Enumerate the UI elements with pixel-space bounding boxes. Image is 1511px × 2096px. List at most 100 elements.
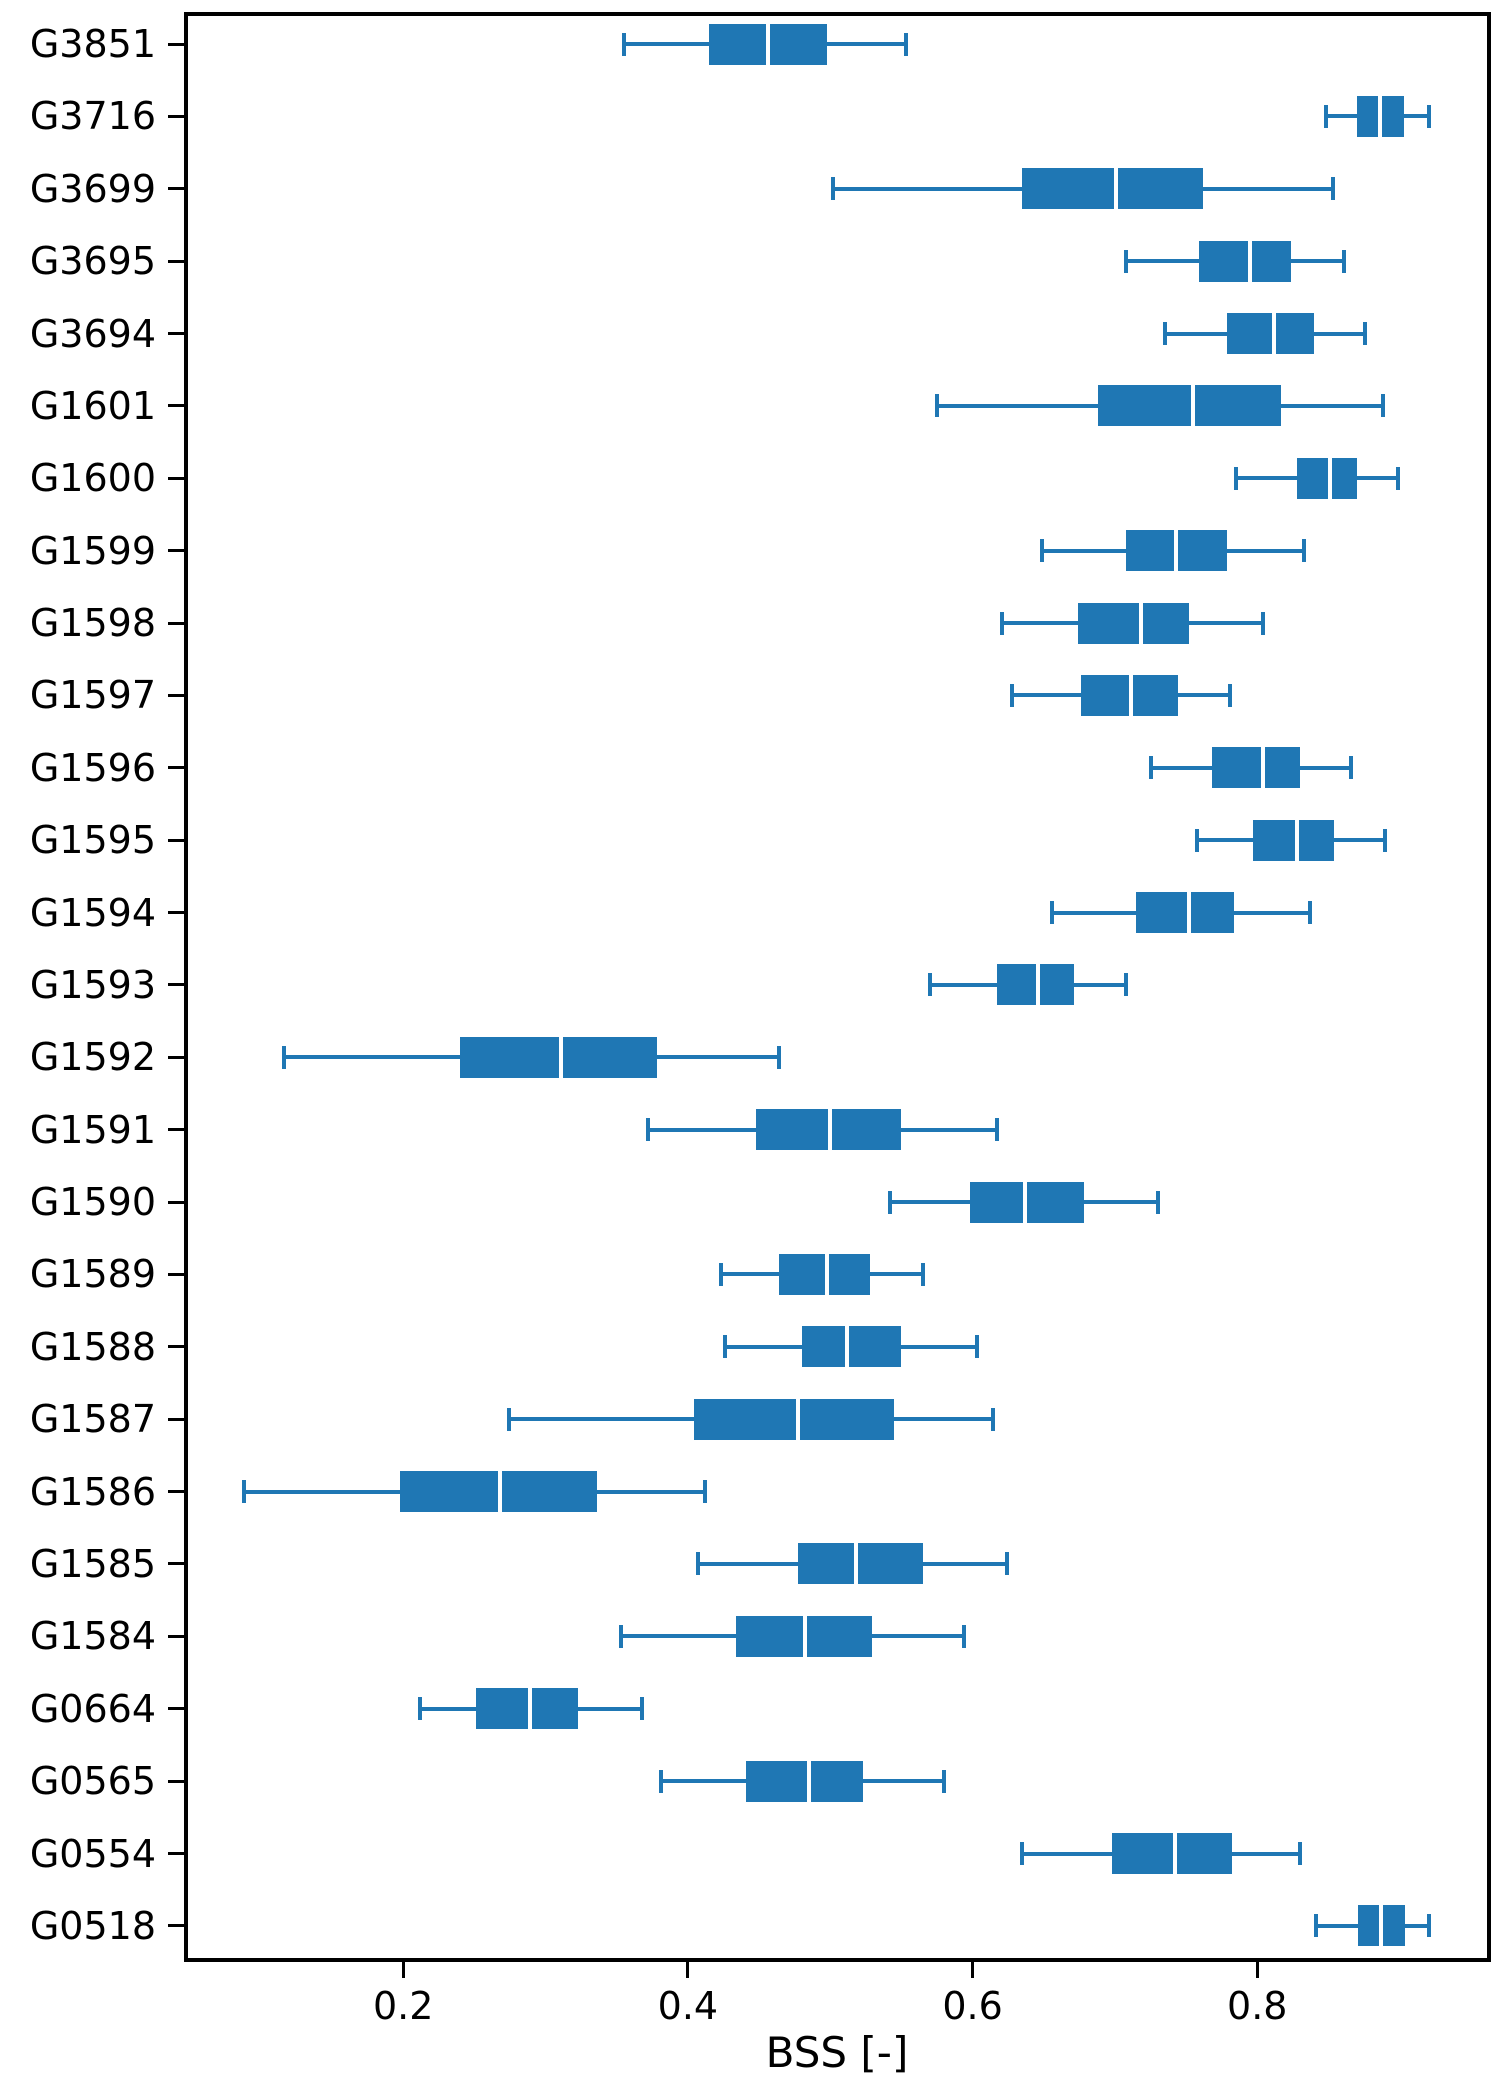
whisker-cap-low [646, 1118, 651, 1142]
x-tick-label: 0.4 [657, 1984, 719, 2028]
plot-inner [188, 16, 1487, 1958]
whisker-cap-low [658, 1769, 663, 1793]
box [778, 1253, 871, 1295]
whisker-cap-high [1260, 611, 1265, 635]
whisker-cap-low [695, 1552, 700, 1576]
median-line [1128, 674, 1133, 716]
whisker-cap-low [619, 1624, 623, 1648]
median-line [845, 1326, 850, 1368]
whisker-cap-low [1124, 249, 1129, 273]
y-tick [168, 404, 184, 408]
y-axis-label-G3699: G3699 [29, 166, 156, 211]
y-axis-label-G1589: G1589 [29, 1252, 156, 1297]
median-line [527, 1688, 532, 1730]
box [1022, 168, 1204, 210]
y-axis-label-G3695: G3695 [29, 239, 156, 284]
whisker-cap-high [990, 1407, 995, 1431]
whisker-cap-high [1349, 756, 1354, 780]
box [1077, 602, 1189, 644]
y-tick [168, 1634, 184, 1638]
y-axis-label-G1587: G1587 [29, 1397, 156, 1442]
whisker-cap-low [1233, 466, 1238, 490]
y-tick [168, 42, 184, 46]
whisker-cap-high [903, 32, 908, 56]
y-tick [168, 259, 184, 263]
whisker-cap-high [1297, 1842, 1302, 1865]
y-axis-label-G3716: G3716 [29, 94, 156, 139]
y-axis-label-G1598: G1598 [29, 601, 156, 646]
box [1252, 819, 1335, 861]
median-line [825, 1253, 830, 1295]
median-line [1036, 964, 1041, 1006]
median-line [1260, 747, 1265, 789]
y-axis-label-G0565: G0565 [29, 1759, 156, 1804]
median-line [1023, 1181, 1028, 1223]
whisker-cap-low [1162, 322, 1167, 346]
box [460, 1036, 657, 1078]
whisker-cap-low [1050, 901, 1055, 925]
y-axis-label-G1595: G1595 [29, 818, 156, 863]
whisker-cap-high [1155, 1190, 1160, 1214]
y-axis-label-G1594: G1594 [29, 890, 156, 935]
box [1112, 1833, 1232, 1874]
y-axis-label-G1591: G1591 [29, 1107, 156, 1152]
box [1136, 892, 1235, 934]
whisker-cap-high [942, 1769, 947, 1793]
box [1097, 385, 1282, 427]
median-line [1172, 1833, 1177, 1874]
box [1198, 240, 1292, 282]
median-line [1377, 95, 1382, 137]
y-tick [168, 549, 184, 553]
y-axis-label-G1599: G1599 [29, 528, 156, 573]
y-tick [168, 838, 184, 842]
whisker-cap-high [1427, 104, 1432, 128]
whisker-cap-high [1396, 466, 1401, 490]
whisker-cap-low [1323, 104, 1328, 128]
y-tick [168, 1055, 184, 1059]
box [1297, 457, 1357, 499]
y-axis-label-G1592: G1592 [29, 1035, 156, 1080]
whisker-cap-low [718, 1262, 723, 1286]
y-tick [168, 187, 184, 191]
y-tick [168, 1924, 184, 1928]
whisker-cap-low [418, 1697, 423, 1721]
whisker-cap-low [1020, 1842, 1025, 1865]
box [996, 964, 1074, 1006]
whisker-cap-high [974, 1335, 979, 1359]
median-line [806, 1760, 811, 1802]
whisker-cap-low [241, 1480, 246, 1504]
y-tick [168, 766, 184, 770]
box [801, 1326, 902, 1368]
y-tick [168, 693, 184, 697]
y-axis-label-G1584: G1584 [29, 1614, 156, 1659]
y-tick [168, 1272, 184, 1276]
whisker-cap-high [920, 1262, 925, 1286]
y-tick [168, 911, 184, 915]
y-tick [168, 1490, 184, 1494]
y-tick [168, 621, 184, 625]
median-line [802, 1615, 807, 1657]
y-tick [168, 1562, 184, 1566]
y-axis-label-G1585: G1585 [29, 1541, 156, 1586]
y-axis-label-G1590: G1590 [29, 1180, 156, 1225]
y-axis-label-G0518: G0518 [29, 1903, 156, 1948]
box [797, 1543, 923, 1585]
x-tick [1255, 1962, 1259, 1978]
median-line [1272, 313, 1277, 355]
y-tick [168, 114, 184, 118]
median-line [828, 1109, 833, 1151]
whisker-cap-low [506, 1407, 511, 1431]
median-line [1191, 385, 1196, 427]
y-tick [168, 332, 184, 336]
x-tick [401, 1962, 405, 1978]
whisker-cap-high [1307, 901, 1312, 925]
whisker-cap-high [1363, 322, 1368, 346]
y-tick [168, 1345, 184, 1349]
y-axis-label-G1588: G1588 [29, 1324, 156, 1369]
median-line [1186, 892, 1191, 934]
whisker-cap-high [640, 1697, 645, 1721]
x-tick [971, 1962, 975, 1978]
whisker-cap-low [831, 177, 836, 201]
whisker-cap-high [1342, 249, 1347, 273]
whisker-cap-high [1124, 973, 1129, 997]
